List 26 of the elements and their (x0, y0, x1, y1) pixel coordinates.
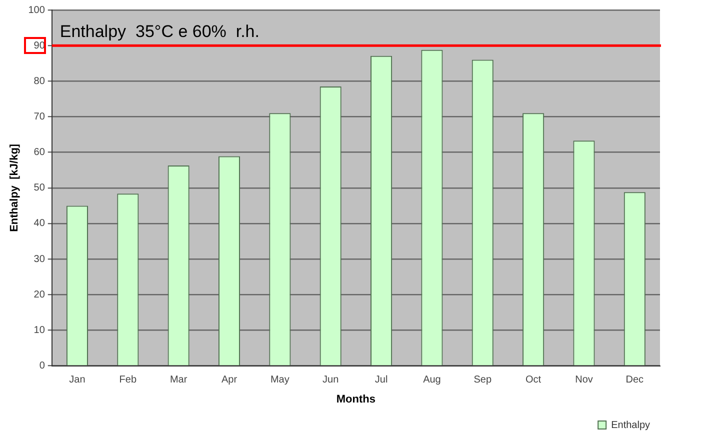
ref-line-label: Enthalpy 35°C e 60% r.h. (60, 22, 260, 41)
x-tick-label: Mar (170, 374, 188, 386)
x-tick-label: Aug (423, 374, 441, 386)
x-tick-label: Oct (526, 374, 542, 386)
y-tick-label: 20 (34, 289, 46, 300)
y-axis-title: Enthalpy [kJ/kg] (8, 144, 21, 232)
x-axis-title: Months (336, 393, 376, 406)
y-tick-label: 70 (34, 111, 46, 122)
y-tick-label: 30 (34, 254, 46, 265)
y-tick-label: 100 (28, 4, 46, 16)
y-tick-label: 80 (34, 76, 46, 87)
x-tick-label: Apr (221, 374, 238, 386)
x-tick-label: Feb (119, 374, 137, 386)
x-tick-label: Jun (322, 374, 339, 386)
x-tick-label: Jul (374, 374, 388, 386)
y-tick-label: 10 (34, 324, 46, 336)
x-tick-label: Jan (69, 374, 86, 386)
x-tick-label: Sep (474, 374, 492, 386)
y-tick-label: 50 (34, 182, 46, 194)
y-tick-label: 0 (39, 360, 46, 372)
x-tick-label: Nov (575, 374, 593, 386)
x-tick-label: May (270, 374, 290, 386)
legend-label: Enthalpy (611, 420, 650, 431)
y-tick-label: 60 (34, 147, 46, 158)
x-tick-label: Dec (626, 374, 644, 386)
y-tick-label: 40 (34, 218, 46, 230)
